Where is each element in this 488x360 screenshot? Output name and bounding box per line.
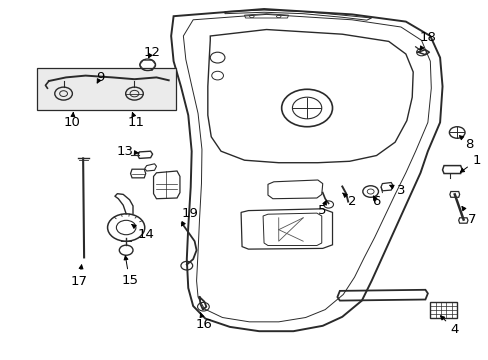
Text: 12: 12 (143, 46, 160, 59)
Text: 8: 8 (459, 136, 473, 150)
Text: 13: 13 (116, 145, 139, 158)
Text: 18: 18 (419, 31, 435, 50)
Text: 9: 9 (96, 71, 104, 84)
Text: 6: 6 (371, 195, 380, 208)
Bar (429, 302, 456, 318)
Text: 11: 11 (127, 113, 144, 129)
Text: 1: 1 (459, 154, 480, 172)
Text: 2: 2 (342, 193, 356, 208)
Text: 7: 7 (461, 207, 475, 226)
Text: 10: 10 (64, 113, 81, 129)
Text: 5: 5 (317, 201, 325, 217)
Text: 16: 16 (196, 313, 212, 331)
Text: 19: 19 (181, 207, 198, 226)
Text: 15: 15 (121, 256, 138, 287)
Text: 14: 14 (132, 225, 154, 241)
Text: 17: 17 (71, 265, 87, 288)
Text: 4: 4 (440, 316, 458, 336)
Text: 3: 3 (389, 184, 405, 197)
Bar (37, 68, 176, 110)
